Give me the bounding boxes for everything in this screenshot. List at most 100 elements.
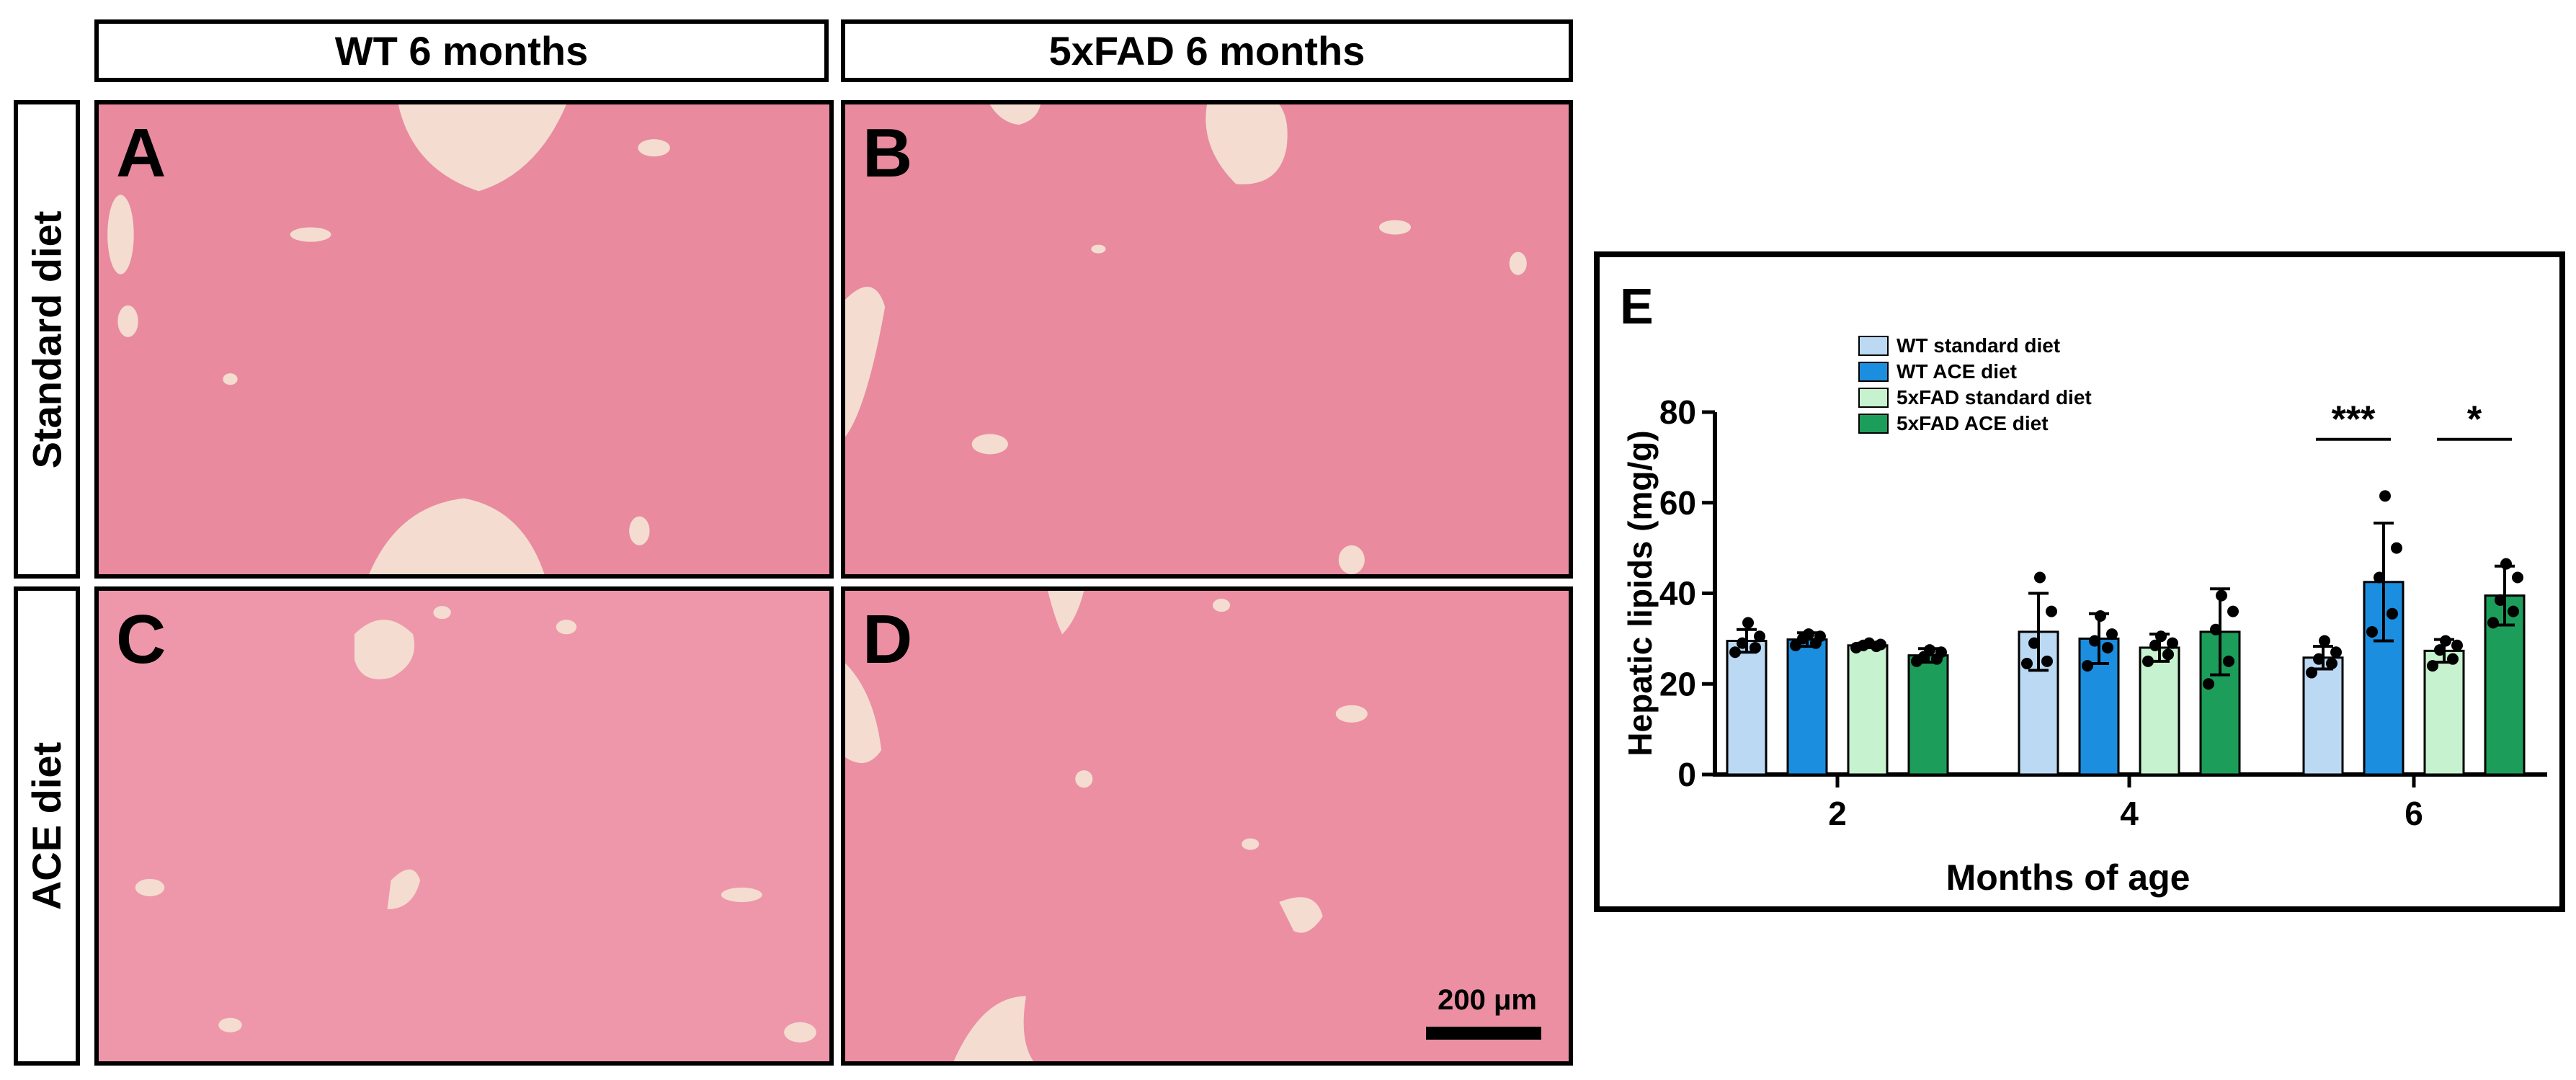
data-point — [2095, 610, 2106, 622]
data-point — [2379, 490, 2391, 502]
bar — [1786, 638, 1828, 776]
bar — [1847, 644, 1889, 776]
column-header-5xfad-label: 5xFAD 6 months — [1048, 28, 1365, 73]
data-point — [2434, 644, 2446, 656]
legend-swatch — [1858, 414, 1889, 434]
hepatic-lipids-chart: E 0 20 40 60 80 2 4 6 Months of age Hepatic lipids… — [1620, 278, 2547, 898]
data-point — [2162, 648, 2174, 661]
data-point — [2495, 594, 2506, 606]
column-header-wt-label: WT 6 months — [334, 28, 589, 73]
data-point — [2149, 639, 2161, 651]
legend-label: WT ACE diet — [1897, 360, 2017, 383]
liver-histology-image-b — [845, 104, 1569, 574]
x-tick-label: 6 — [2405, 795, 2423, 832]
bar — [1907, 654, 1949, 776]
liver-histology-image-d — [845, 591, 1569, 1061]
data-point — [2374, 571, 2385, 584]
data-point — [1814, 630, 1826, 643]
data-point — [2046, 605, 2057, 617]
data-point — [1737, 637, 1748, 649]
y-tick-label: 0 — [1677, 756, 1696, 793]
data-point — [2319, 635, 2330, 647]
data-point — [1935, 646, 1947, 659]
y-tick-label: 60 — [1659, 484, 1696, 522]
data-point — [1863, 637, 1875, 649]
legend-swatch — [1858, 362, 1889, 382]
data-point — [2366, 625, 2378, 638]
panel-letter-c: C — [116, 601, 166, 678]
data-point — [2102, 641, 2113, 653]
data-point — [2142, 655, 2154, 667]
data-point — [2386, 607, 2398, 620]
data-point — [2306, 666, 2317, 679]
liver-histology-image-c — [99, 591, 829, 1061]
legend-label: 5xFAD ACE diet — [1897, 412, 2049, 434]
legend-label: 5xFAD standard diet — [1897, 386, 2092, 409]
data-point — [1750, 641, 1761, 653]
significance-label: *** — [2332, 399, 2376, 441]
row-header-ace-diet-label: ACE diet — [24, 741, 70, 911]
data-point — [2451, 639, 2463, 651]
micrograph-panel-c: C — [94, 586, 834, 1066]
legend-swatch — [1858, 388, 1889, 408]
legend-label: WT standard diet — [1897, 334, 2060, 357]
panel-letter-e: E — [1620, 278, 1654, 334]
data-point — [1729, 646, 1741, 659]
column-header-wt: WT 6 months — [94, 19, 829, 82]
row-header-standard-diet: Standard diet — [14, 100, 80, 579]
data-point — [2447, 653, 2459, 665]
data-point — [2330, 646, 2342, 659]
data-point — [2082, 660, 2093, 672]
panel-letter-a: A — [116, 115, 166, 192]
data-point — [2391, 542, 2402, 554]
micrograph-panel-b: B — [841, 100, 1573, 579]
data-point — [2313, 653, 2325, 665]
legend-swatch — [1858, 336, 1889, 356]
scale-bar — [1426, 1027, 1541, 1040]
micrograph-panel-a: A — [94, 100, 834, 579]
data-point — [2508, 605, 2519, 617]
data-point — [1803, 628, 1814, 641]
data-point — [2223, 655, 2234, 667]
data-point — [1790, 639, 1801, 651]
data-point — [2089, 635, 2100, 647]
data-point — [2106, 628, 2118, 641]
x-tick-label: 4 — [2120, 795, 2139, 832]
data-point — [2203, 678, 2214, 690]
data-point — [1875, 638, 1886, 651]
data-point — [2500, 558, 2512, 570]
chart-panel-e: E 0 20 40 60 80 2 4 6 Months of age Hepatic lipids… — [1594, 251, 2565, 912]
data-point — [1754, 630, 1765, 643]
data-point — [2210, 623, 2221, 635]
data-point — [2034, 571, 2046, 584]
data-point — [2155, 630, 2167, 643]
data-point — [2440, 635, 2451, 647]
significance-label: * — [2467, 399, 2482, 441]
micrograph-panel-d: D 200 μm — [841, 586, 1573, 1066]
data-point — [2512, 571, 2523, 584]
bar — [1726, 640, 1768, 776]
data-point — [2326, 657, 2337, 669]
y-tick-label: 40 — [1659, 575, 1696, 612]
data-point — [2487, 617, 2499, 629]
x-tick-label: 2 — [1828, 795, 1847, 832]
bar — [2139, 646, 2180, 776]
data-point — [2041, 655, 2053, 667]
data-point — [2021, 657, 2033, 669]
data-point — [1924, 644, 1935, 656]
column-header-5xfad: 5xFAD 6 months — [841, 19, 1573, 82]
y-tick-label: 20 — [1659, 665, 1696, 702]
row-header-standard-diet-label: Standard diet — [24, 210, 70, 468]
y-axis-label: Hepatic lipids (mg/g) — [1621, 430, 1659, 756]
data-point — [2028, 637, 2040, 649]
y-tick-label: 80 — [1659, 393, 1696, 431]
bar — [2423, 649, 2465, 776]
data-point — [2427, 660, 2438, 672]
liver-histology-image-a — [99, 104, 829, 574]
data-point — [1742, 617, 1754, 629]
panel-letter-d: D — [863, 601, 913, 678]
row-header-ace-diet: ACE diet — [14, 586, 80, 1066]
data-point — [2227, 605, 2239, 617]
bar — [2018, 630, 2059, 776]
scale-bar-label: 200 μm — [1438, 984, 1537, 1016]
